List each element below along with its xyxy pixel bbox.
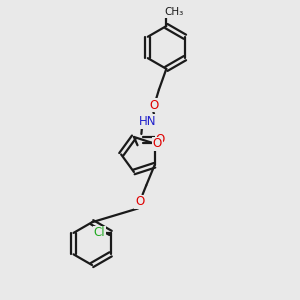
Text: HN: HN xyxy=(139,115,157,128)
Text: O: O xyxy=(135,195,144,208)
Text: CH₃: CH₃ xyxy=(164,8,183,17)
Text: O: O xyxy=(156,134,165,146)
Text: O: O xyxy=(150,99,159,112)
Text: Cl: Cl xyxy=(94,226,105,239)
Text: O: O xyxy=(153,137,162,150)
